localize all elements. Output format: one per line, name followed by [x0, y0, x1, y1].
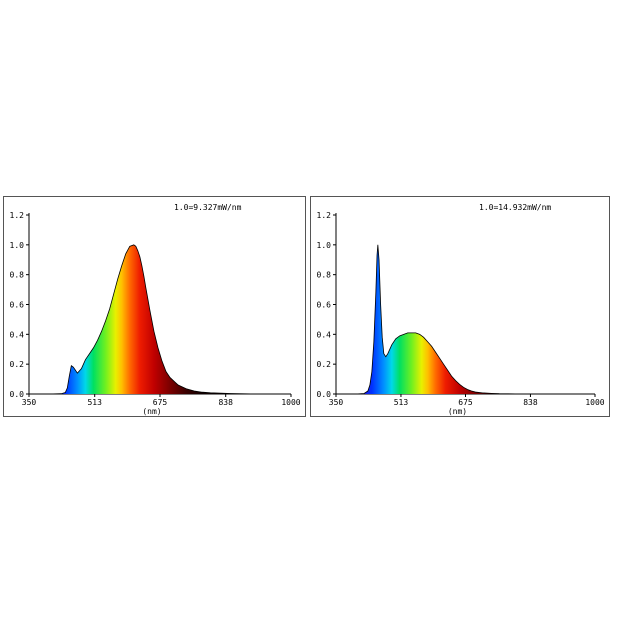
- x-axis-label: (nm): [142, 407, 161, 416]
- x-tick-label: 513: [87, 398, 102, 407]
- x-axis-label: (nm): [448, 407, 467, 416]
- y-tick-label: 0.4: [10, 330, 25, 339]
- reference-label: 1.0=9.327mW/nm: [174, 203, 242, 212]
- reference-label: 1.0=14.932mW/nm: [479, 203, 551, 212]
- y-tick-label: 0.2: [317, 360, 332, 369]
- spectrum-chart-right: 0.0 0.2 0.4 0.6 0.8 1.0 1.2 350 513 675 838 1000 (nm…: [310, 196, 610, 417]
- x-tick-label: 513: [394, 398, 409, 407]
- spectrum-area: [336, 244, 595, 394]
- y-tick-label: 0.4: [317, 330, 332, 339]
- y-tick-label: 0.8: [317, 271, 332, 280]
- x-tick-label: 1000: [585, 398, 604, 407]
- x-tick-label: 1000: [281, 398, 300, 407]
- y-tick-label: 0.8: [10, 271, 25, 280]
- spectrum-chart-left: 0.0 0.2 0.4 0.6 0.8 1.0 1.2 350 513 675 838 1000 (nm…: [3, 196, 306, 417]
- y-tick-label: 1.2: [317, 211, 332, 220]
- y-tick-label: 0.6: [317, 301, 332, 310]
- y-tick-label: 1.2: [10, 211, 25, 220]
- x-tick-label: 838: [218, 398, 233, 407]
- spectrum-line: [336, 244, 595, 395]
- x-tick-label: 675: [153, 398, 168, 407]
- y-tick-label: 0.6: [10, 301, 25, 310]
- spectrum-plot-left: 0.0 0.2 0.4 0.6 0.8 1.0 1.2 350 513 675 838 1000 (nm…: [10, 203, 301, 416]
- y-tick-label: 1.0: [317, 241, 332, 250]
- y-tick-label: 0.2: [10, 360, 25, 369]
- x-tick-label: 350: [329, 398, 344, 407]
- y-tick-label: 0.0: [10, 390, 25, 399]
- x-tick-label: 675: [458, 398, 473, 407]
- spectrum-line: [29, 244, 292, 395]
- x-tick-label: 838: [523, 398, 538, 407]
- spectrum-plot-right: 0.0 0.2 0.4 0.6 0.8 1.0 1.2 350 513 675 838 1000 (nm…: [317, 203, 605, 416]
- y-tick-label: 1.0: [10, 241, 25, 250]
- y-tick-label: 0.0: [317, 390, 332, 399]
- spectrum-area: [29, 244, 291, 394]
- x-tick-label: 350: [22, 398, 37, 407]
